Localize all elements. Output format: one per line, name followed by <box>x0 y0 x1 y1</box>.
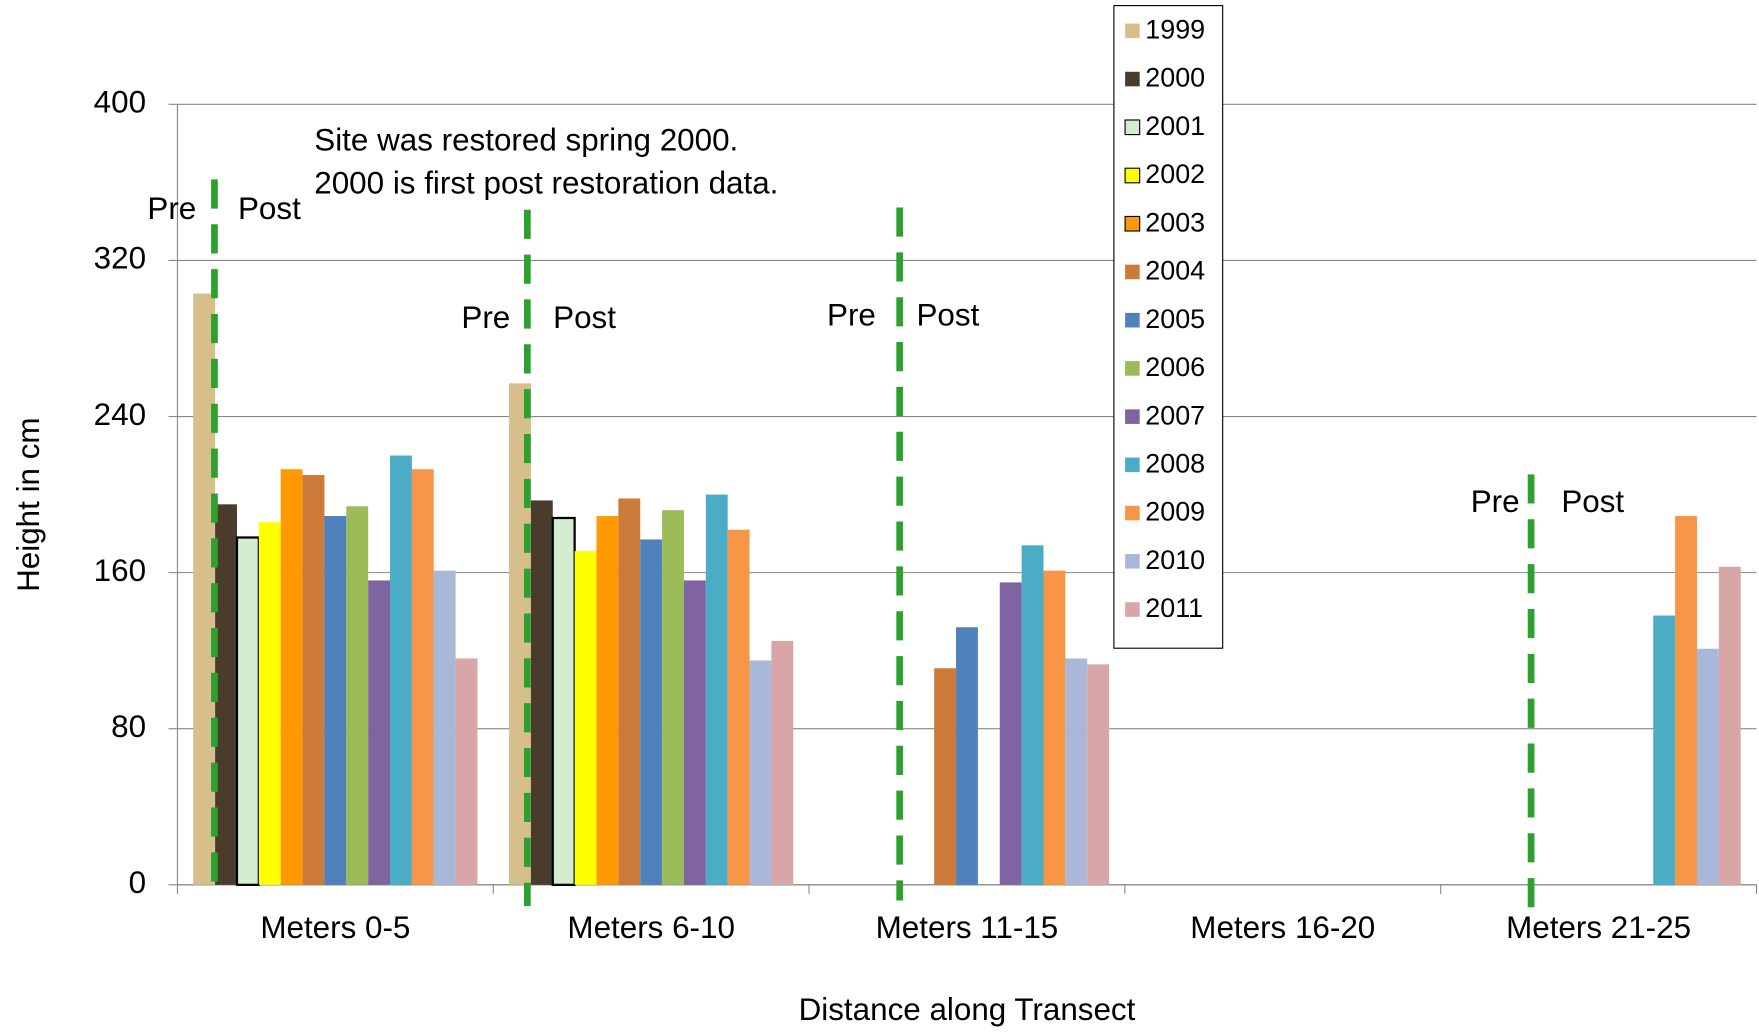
bar <box>683 580 706 885</box>
bar <box>1675 516 1697 885</box>
x-tick-label: Meters 0-5 <box>260 910 410 945</box>
legend-swatch <box>1125 264 1140 280</box>
pre-label: Pre <box>461 300 510 335</box>
pre-label: Pre <box>827 298 876 333</box>
y-tick-label: 160 <box>94 553 146 588</box>
annotation: Site was restored spring 2000. <box>314 123 738 158</box>
legend-label: 2003 <box>1145 207 1205 237</box>
bar <box>530 500 553 885</box>
bar <box>433 570 456 885</box>
bar <box>749 660 772 885</box>
legend-label: 2011 <box>1145 593 1203 623</box>
bar <box>346 506 369 885</box>
post-label: Post <box>238 191 301 226</box>
bar <box>258 521 281 885</box>
annotation: 2000 is first post restoration data. <box>314 165 778 200</box>
legend-label: 1999 <box>1145 15 1205 45</box>
bar <box>1021 545 1044 885</box>
legend-label: 2000 <box>1145 63 1205 93</box>
bar <box>551 516 576 886</box>
bar <box>1653 615 1676 885</box>
bar <box>999 582 1022 885</box>
bar <box>956 627 978 885</box>
x-tick-label: Meters 16-20 <box>1190 910 1375 945</box>
legend-swatch <box>1125 602 1140 617</box>
x-tick-label: Meters 6-10 <box>567 910 734 945</box>
bar <box>368 580 391 885</box>
legend-swatch <box>1124 119 1141 136</box>
bar <box>1696 648 1719 885</box>
bar <box>1718 566 1741 885</box>
legend-label: 2002 <box>1145 159 1205 189</box>
legend-swatch <box>1125 409 1140 424</box>
legend-label: 2009 <box>1145 497 1205 527</box>
bar <box>324 516 347 885</box>
bar <box>727 529 750 885</box>
legend-swatch <box>1124 215 1141 232</box>
pre-label: Pre <box>147 191 196 226</box>
bar <box>640 539 663 885</box>
legend-swatch <box>1125 312 1140 328</box>
bar <box>390 455 412 885</box>
legend-label: 2001 <box>1145 111 1205 141</box>
bar <box>193 293 216 885</box>
bar <box>1087 664 1110 885</box>
y-tick-label: 0 <box>129 865 146 900</box>
legend-swatch <box>1124 167 1141 184</box>
bar <box>235 536 260 886</box>
bar <box>596 516 619 885</box>
legend-swatch <box>1125 361 1140 376</box>
post-label: Post <box>553 300 616 335</box>
legend-swatch <box>1125 554 1140 569</box>
legend-label: 2010 <box>1145 545 1205 575</box>
x-tick-label: Meters 11-15 <box>876 910 1059 945</box>
bar <box>1043 570 1066 885</box>
bar <box>771 640 794 885</box>
y-tick-label: 240 <box>94 397 146 432</box>
bar <box>1065 658 1088 885</box>
legend-swatch <box>1125 457 1140 473</box>
legend-label: 2007 <box>1145 400 1205 430</box>
bar <box>574 551 597 885</box>
x-axis-title: Distance along Transect <box>799 992 1136 1027</box>
bar <box>302 475 325 885</box>
bar <box>934 668 957 885</box>
legend-swatch <box>1125 505 1140 521</box>
legend-label: 2004 <box>1145 256 1205 286</box>
bar <box>662 510 684 885</box>
legend-swatch <box>1125 71 1140 87</box>
x-tick-label: Meters 21-25 <box>1506 910 1691 945</box>
y-axis-title: Height in cm <box>11 417 46 591</box>
y-tick-label: 80 <box>111 709 146 744</box>
y-tick-label: 320 <box>94 241 146 276</box>
bar <box>411 469 434 885</box>
post-label: Post <box>1561 484 1624 519</box>
bar <box>215 504 237 885</box>
y-tick-label: 400 <box>94 85 146 120</box>
bar <box>618 498 641 885</box>
legend-label: 2008 <box>1145 449 1205 479</box>
legend-label: 2005 <box>1145 304 1205 334</box>
bar <box>455 658 478 885</box>
legend-label: 2006 <box>1145 352 1205 382</box>
bar <box>705 494 728 885</box>
bar <box>280 469 303 885</box>
pre-label: Pre <box>1471 484 1520 519</box>
post-label: Post <box>917 298 980 333</box>
legend-swatch <box>1125 23 1140 39</box>
